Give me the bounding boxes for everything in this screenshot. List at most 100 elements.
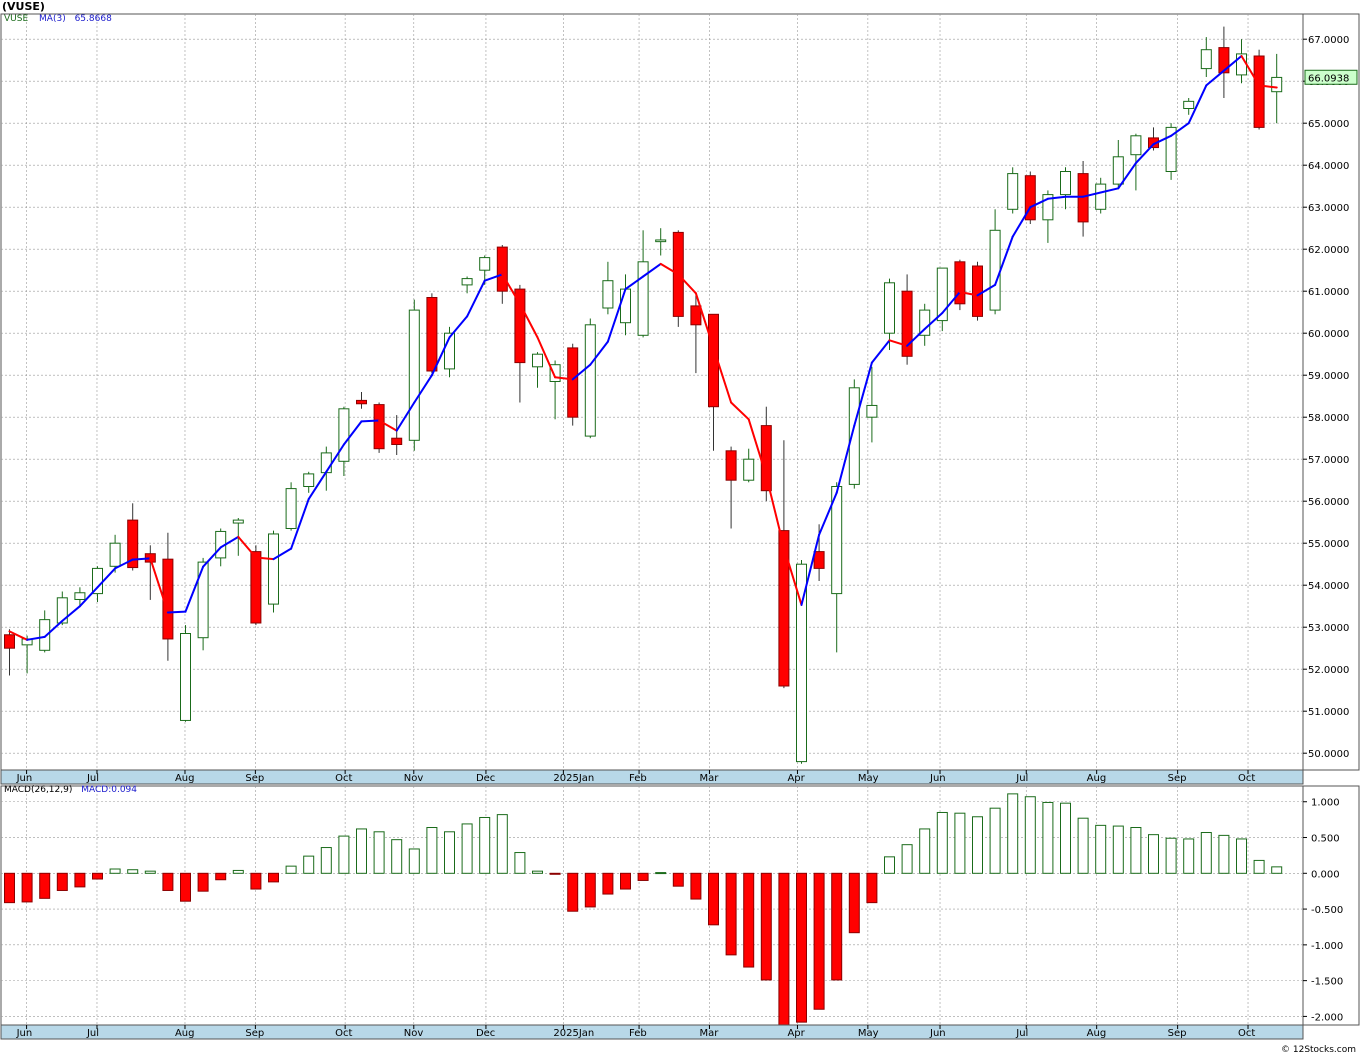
ma-line-segment: [1152, 134, 1173, 146]
macd-axis-area: [1302, 785, 1360, 1026]
macd-bar: [144, 870, 156, 874]
ma-line-segment: [1258, 84, 1278, 89]
candle-body: [127, 519, 139, 569]
candle-body: [426, 297, 438, 372]
ma-line-segment: [325, 443, 345, 473]
macd-bar: [109, 868, 121, 874]
macd-bar: [1165, 837, 1177, 874]
candle-body: [989, 229, 1001, 311]
candle-body: [655, 239, 667, 243]
candle-body: [39, 619, 51, 651]
ma-line-segment: [202, 546, 222, 568]
candle-body: [109, 542, 121, 567]
ma-line-segment: [219, 535, 240, 549]
candle-body: [549, 364, 561, 383]
price-month-label: Dec: [476, 773, 495, 784]
macd-bar: [408, 848, 420, 874]
ma-line-segment: [835, 424, 856, 494]
ma-line-segment: [782, 546, 803, 606]
price-tick-label: 55.0000: [1308, 539, 1349, 550]
ma-line-segment: [712, 346, 733, 404]
ma-line-segment: [765, 475, 785, 549]
candle-body: [1024, 175, 1036, 221]
candle-body: [496, 246, 508, 292]
price-tick-label: 63.0000: [1308, 203, 1349, 214]
macd-month-label: Aug: [1087, 1028, 1107, 1039]
ma-line-segment: [254, 556, 275, 561]
macd-bar: [514, 852, 526, 874]
macd-tick-label: 0.000: [1311, 869, 1340, 880]
macd-month-label: Oct: [1238, 1028, 1255, 1039]
ma-line-segment: [976, 283, 997, 297]
price-tick-label: 58.0000: [1308, 413, 1349, 424]
macd-month-label: Jun: [16, 1028, 33, 1039]
price-month-label: Sep: [245, 773, 264, 784]
candle-body: [232, 519, 244, 524]
price-month-label: Jul: [86, 773, 99, 784]
macd-bar: [637, 872, 649, 881]
price-month-label: Jun: [16, 773, 33, 784]
candle-body: [602, 280, 614, 309]
candle-body: [760, 425, 772, 492]
macd-bar: [232, 869, 244, 874]
ma-line-segment: [747, 418, 768, 477]
ma-line-segment: [448, 315, 469, 339]
ma-line-segment: [395, 401, 416, 432]
macd-bar: [567, 872, 579, 912]
last-price-label: 66.0938: [1308, 73, 1349, 84]
ma-line-segment: [413, 374, 433, 404]
macd-bar: [1200, 832, 1212, 874]
ma-line-segment: [1117, 162, 1137, 190]
candle-body: [1007, 173, 1019, 210]
price-tick-label: 67.0000: [1308, 35, 1349, 46]
macd-bar: [21, 872, 33, 903]
macd-bar: [1236, 838, 1247, 874]
candle-body: [1165, 126, 1177, 172]
macd-month-label: May: [858, 1028, 879, 1039]
price-tick-label: 52.0000: [1308, 665, 1349, 676]
candle-body: [796, 563, 807, 763]
candle-body: [919, 309, 931, 336]
macd-bar: [320, 847, 332, 874]
price-tick-label: 57.0000: [1308, 455, 1349, 466]
macd-bar: [92, 872, 103, 880]
price-axis-area: [1302, 13, 1360, 771]
candle-body: [743, 458, 755, 481]
ma-line-segment: [1240, 55, 1261, 87]
macd-bar: [884, 856, 895, 874]
price-tick-label: 61.0000: [1308, 287, 1349, 298]
last-price-box: [1304, 69, 1358, 85]
ma-line-segment: [1170, 122, 1190, 137]
candle-body: [637, 261, 649, 336]
candle-body: [813, 551, 825, 569]
ma-line-segment: [1029, 197, 1049, 209]
macd-bar: [602, 872, 614, 895]
price-month-label: Jun: [929, 773, 946, 784]
macd-tick-label: -1.500: [1311, 977, 1343, 988]
ma-line-segment: [342, 420, 363, 446]
macd-bar: [127, 869, 139, 874]
macd-panel: [0, 785, 1304, 1026]
ma-line-segment: [114, 558, 134, 570]
candle-body: [373, 404, 385, 450]
ma-line-segment: [43, 619, 64, 638]
ma-line-segment: [818, 491, 838, 536]
macd-bar: [972, 816, 983, 874]
macd-bar: [1148, 834, 1159, 874]
macd-month-label: Jul: [1015, 1028, 1028, 1039]
price-legend-ma-label: MA(3): [39, 14, 66, 24]
ma-line-segment: [518, 302, 539, 339]
price-tick-label: 53.0000: [1308, 623, 1349, 634]
macd-bar: [39, 872, 51, 899]
macd-bar: [444, 831, 455, 874]
ma-line-segment: [96, 567, 117, 589]
ma-line-segment: [659, 262, 680, 276]
ma-line-segment: [730, 401, 750, 421]
candle-body: [690, 305, 702, 326]
candle-body: [901, 290, 913, 357]
price-month-label: Nov: [404, 773, 424, 784]
macd-bar: [725, 872, 737, 956]
candle-body: [74, 592, 86, 600]
macd-bar: [743, 872, 755, 968]
price-month-label: Aug: [1087, 773, 1107, 784]
